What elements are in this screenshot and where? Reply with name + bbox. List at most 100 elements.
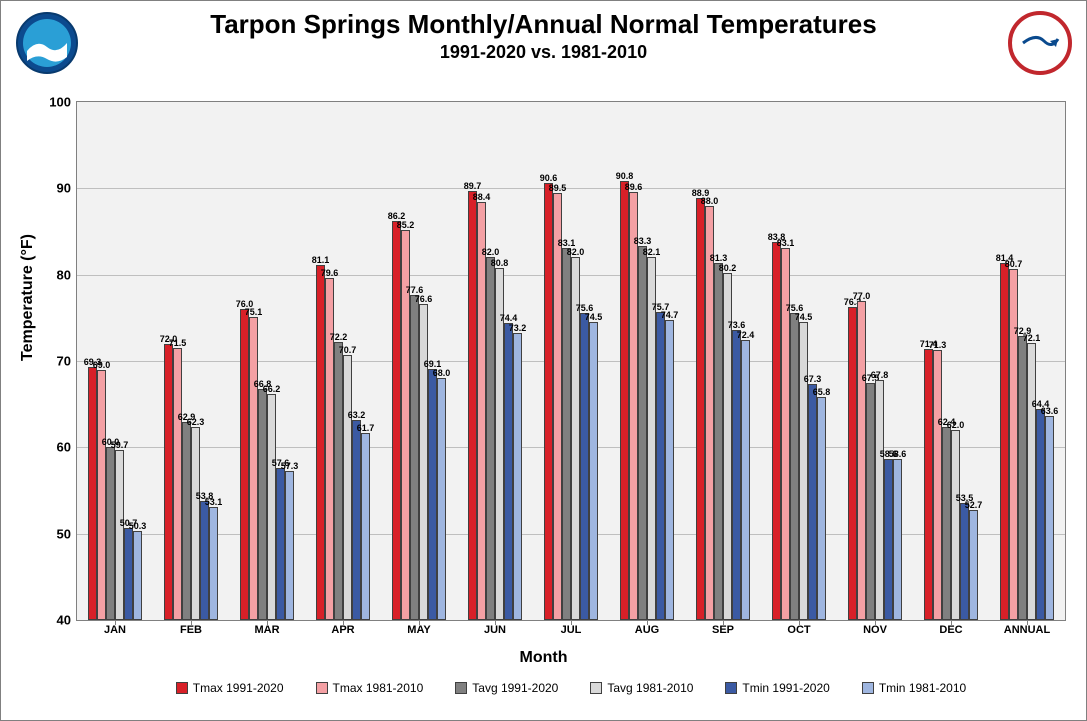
bar-value-label: 70.7 — [339, 345, 357, 355]
bar-value-label: 74.5 — [795, 312, 813, 322]
bar: 80.7 — [1009, 269, 1018, 620]
xtick-label: MAY — [407, 624, 430, 636]
legend-swatch — [590, 682, 602, 694]
chart-container: Tarpon Springs Monthly/Annual Normal Tem… — [0, 0, 1087, 721]
bar: 75.6 — [790, 313, 799, 620]
bar: 69.1 — [428, 369, 437, 620]
bar-value-label: 65.8 — [813, 387, 831, 397]
xtick-mark — [647, 620, 648, 625]
nws-logo — [1008, 11, 1072, 75]
xtick-label: APR — [331, 624, 354, 636]
bar: 76.3 — [848, 307, 857, 620]
bar: 71.5 — [173, 348, 182, 620]
bar-value-label: 82.0 — [567, 247, 585, 257]
bar-value-label: 83.1 — [777, 238, 795, 248]
bar: 72.0 — [164, 344, 173, 620]
bar: 83.1 — [562, 248, 571, 620]
xtick-mark — [875, 620, 876, 625]
legend-label: Tmax 1981-2010 — [333, 681, 424, 695]
ytick-label: 50 — [57, 526, 71, 541]
bar-value-label: 83.3 — [634, 236, 652, 246]
bar: 75.6 — [580, 313, 589, 620]
legend-swatch — [316, 682, 328, 694]
xtick-mark — [951, 620, 952, 625]
bar-group: 71.471.362.462.053.552.7 — [924, 102, 978, 620]
bar: 72.4 — [741, 340, 750, 620]
ytick-label: 40 — [57, 613, 71, 628]
bar: 70.7 — [343, 355, 352, 620]
xtick-mark — [267, 620, 268, 625]
bar-value-label: 68.0 — [433, 368, 451, 378]
bar-value-label: 88.4 — [473, 192, 491, 202]
bar-value-label: 57.3 — [281, 461, 299, 471]
bar: 62.3 — [191, 427, 200, 620]
bar-group: 81.480.772.972.164.463.6 — [1000, 102, 1054, 620]
bar: 74.5 — [589, 322, 598, 620]
bar-group: 72.071.562.962.353.853.1 — [164, 102, 218, 620]
bar: 90.8 — [620, 181, 629, 620]
bar-value-label: 62.3 — [187, 417, 205, 427]
bar: 62.4 — [942, 427, 951, 620]
bar: 74.5 — [799, 322, 808, 620]
bar: 77.0 — [857, 301, 866, 620]
bar-value-label: 50.3 — [129, 521, 147, 531]
chart-subtitle: 1991-2020 vs. 1981-2010 — [1, 42, 1086, 63]
bar: 77.6 — [410, 295, 419, 620]
title-block: Tarpon Springs Monthly/Annual Normal Tem… — [1, 1, 1086, 63]
bar: 69.0 — [97, 370, 106, 620]
bar: 50.3 — [133, 531, 142, 620]
bar-value-label: 82.1 — [643, 247, 661, 257]
bar-value-label: 62.0 — [947, 420, 965, 430]
bar-value-label: 69.1 — [424, 359, 442, 369]
bar: 90.6 — [544, 183, 553, 620]
bar-value-label: 90.8 — [616, 171, 634, 181]
plot-area: 40506070809010069.369.060.059.750.750.3J… — [76, 101, 1066, 621]
bar-group: 90.889.683.382.175.774.7 — [620, 102, 674, 620]
noaa-logo — [15, 11, 79, 75]
bar: 67.8 — [875, 380, 884, 620]
bar: 62.0 — [951, 430, 960, 620]
bar-value-label: 71.3 — [929, 340, 947, 350]
xtick-mark — [799, 620, 800, 625]
ytick-label: 90 — [57, 181, 71, 196]
ytick-label: 100 — [49, 95, 71, 110]
bar-value-label: 75.6 — [786, 303, 804, 313]
bar-value-label: 66.2 — [263, 384, 281, 394]
xtick-label: JUL — [561, 624, 582, 636]
xtick-mark — [191, 620, 192, 625]
bar-value-label: 73.2 — [509, 323, 527, 333]
bar-value-label: 63.6 — [1041, 406, 1059, 416]
bar-value-label: 52.7 — [965, 500, 983, 510]
xtick-mark — [419, 620, 420, 625]
bar-group: 69.369.060.059.750.750.3 — [88, 102, 142, 620]
bar: 82.0 — [486, 257, 495, 620]
bar-value-label: 61.7 — [357, 423, 375, 433]
bar-value-label: 76.6 — [415, 294, 433, 304]
legend-label: Tavg 1981-2010 — [607, 681, 693, 695]
legend-item: Tmin 1991-2020 — [725, 681, 829, 695]
bar-value-label: 77.0 — [853, 291, 871, 301]
xtick-mark — [723, 620, 724, 625]
bar-value-label: 69.0 — [93, 360, 111, 370]
bar-value-label: 72.4 — [737, 330, 755, 340]
bar: 83.8 — [772, 242, 781, 620]
bar: 52.7 — [969, 510, 978, 620]
x-axis-label: Month — [1, 649, 1086, 667]
bar: 50.7 — [124, 528, 133, 620]
legend-swatch — [862, 682, 874, 694]
bar-value-label: 89.6 — [625, 182, 643, 192]
bar-value-label: 74.7 — [661, 310, 679, 320]
bar-value-label: 73.6 — [728, 320, 746, 330]
bar: 67.3 — [808, 384, 817, 620]
chart-title: Tarpon Springs Monthly/Annual Normal Tem… — [1, 9, 1086, 40]
bar: 63.6 — [1045, 416, 1054, 620]
bar-value-label: 72.1 — [1023, 333, 1041, 343]
bar: 75.1 — [249, 317, 258, 620]
xtick-label: JUN — [484, 624, 506, 636]
legend-item: Tavg 1981-2010 — [590, 681, 693, 695]
bar-value-label: 80.7 — [1005, 259, 1023, 269]
bar: 81.3 — [714, 263, 723, 620]
bar: 60.0 — [106, 447, 115, 620]
bar: 81.1 — [316, 265, 325, 620]
xtick-label: SEP — [712, 624, 734, 636]
